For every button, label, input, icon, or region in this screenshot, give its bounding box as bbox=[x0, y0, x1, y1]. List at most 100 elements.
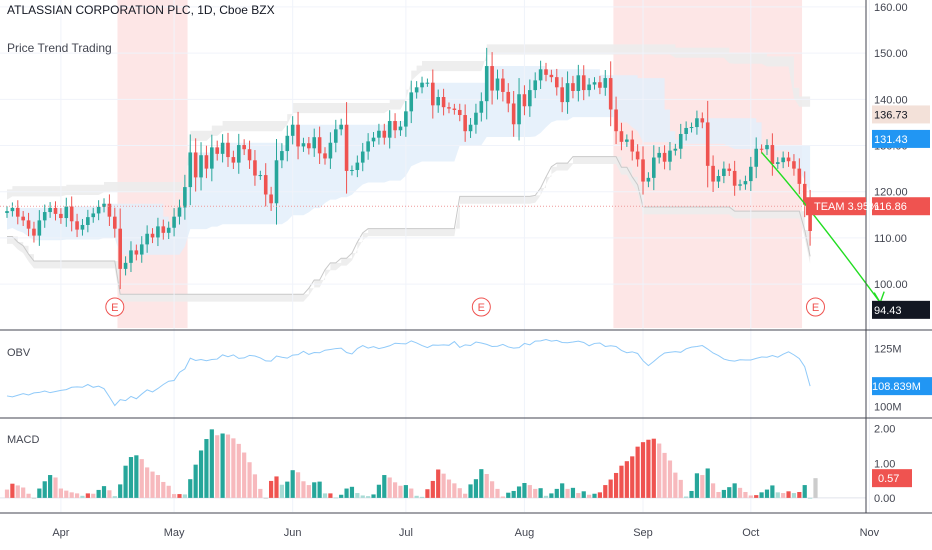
candle[interactable] bbox=[86, 209, 90, 233]
candle[interactable] bbox=[59, 208, 63, 224]
candle[interactable] bbox=[274, 138, 279, 225]
macd-bar[interactable] bbox=[339, 494, 344, 498]
candle[interactable] bbox=[414, 81, 419, 99]
macd-bar[interactable] bbox=[392, 482, 398, 498]
macd-bar[interactable] bbox=[263, 497, 268, 499]
macd-bar[interactable] bbox=[220, 433, 225, 498]
macd-bar[interactable] bbox=[37, 488, 42, 498]
macd-bar[interactable] bbox=[775, 492, 780, 498]
macd-bar[interactable] bbox=[31, 497, 37, 499]
candle[interactable] bbox=[344, 102, 349, 194]
macd-bar[interactable] bbox=[441, 473, 446, 498]
macd-bar[interactable] bbox=[42, 481, 47, 498]
candle[interactable] bbox=[474, 103, 478, 134]
candle[interactable] bbox=[231, 150, 236, 169]
macd-bar[interactable] bbox=[48, 475, 53, 498]
candle[interactable] bbox=[328, 132, 333, 169]
macd-bar[interactable] bbox=[689, 490, 694, 498]
macd-bar[interactable] bbox=[247, 462, 252, 498]
macd-bar[interactable] bbox=[764, 489, 770, 498]
candle[interactable] bbox=[425, 78, 430, 87]
candle[interactable] bbox=[37, 210, 42, 246]
candle[interactable] bbox=[770, 133, 775, 176]
candle[interactable] bbox=[150, 228, 155, 244]
macd-bar[interactable] bbox=[188, 479, 193, 498]
candle[interactable] bbox=[204, 145, 209, 179]
candle[interactable] bbox=[587, 78, 591, 97]
macd-bar[interactable] bbox=[387, 477, 392, 498]
macd-bar[interactable] bbox=[107, 490, 112, 498]
macd-bar[interactable] bbox=[58, 488, 63, 498]
candle[interactable] bbox=[102, 198, 106, 213]
candle[interactable] bbox=[91, 207, 96, 223]
macd-bar[interactable] bbox=[236, 443, 241, 498]
candle[interactable] bbox=[42, 204, 47, 228]
candle[interactable] bbox=[560, 77, 564, 113]
candle[interactable] bbox=[635, 144, 640, 167]
macd-bar[interactable] bbox=[565, 488, 570, 498]
macd-bar[interactable] bbox=[770, 485, 775, 498]
macd-bar[interactable] bbox=[312, 482, 317, 498]
macd-bar[interactable] bbox=[371, 494, 376, 498]
macd-bar[interactable] bbox=[646, 439, 651, 498]
macd-bar[interactable] bbox=[328, 493, 333, 498]
candle[interactable] bbox=[700, 112, 705, 129]
macd-bar[interactable] bbox=[15, 485, 20, 498]
candle[interactable] bbox=[96, 200, 101, 221]
macd-bar[interactable] bbox=[511, 490, 516, 498]
candle[interactable] bbox=[533, 72, 538, 99]
candle[interactable] bbox=[145, 225, 149, 253]
macd-bar[interactable] bbox=[516, 486, 522, 498]
macd-bar[interactable] bbox=[269, 480, 274, 498]
macd-bar[interactable] bbox=[624, 461, 629, 498]
candle[interactable] bbox=[749, 156, 753, 191]
candle[interactable] bbox=[501, 69, 505, 102]
candle[interactable] bbox=[571, 75, 575, 99]
macd-bar[interactable] bbox=[743, 492, 748, 498]
macd-bar[interactable] bbox=[436, 469, 441, 498]
candle[interactable] bbox=[177, 199, 182, 225]
candle[interactable] bbox=[662, 145, 667, 170]
macd-bar[interactable] bbox=[53, 477, 58, 498]
macd-bar[interactable] bbox=[198, 450, 204, 498]
candle[interactable] bbox=[431, 69, 435, 119]
candle[interactable] bbox=[64, 197, 69, 227]
macd-bar[interactable] bbox=[581, 491, 586, 498]
candle[interactable] bbox=[80, 218, 85, 236]
macd-bar[interactable] bbox=[543, 495, 549, 498]
candle[interactable] bbox=[625, 134, 629, 147]
macd-bar[interactable] bbox=[85, 493, 90, 498]
macd-bar[interactable] bbox=[306, 485, 311, 498]
macd-bar[interactable] bbox=[322, 493, 328, 498]
macd-bar[interactable] bbox=[285, 481, 290, 498]
macd-bar[interactable] bbox=[597, 492, 602, 498]
candle[interactable] bbox=[134, 244, 139, 261]
macd-bar[interactable] bbox=[134, 455, 139, 498]
macd-bar[interactable] bbox=[344, 488, 349, 498]
macd-bar[interactable] bbox=[500, 496, 505, 498]
candle[interactable] bbox=[452, 103, 457, 115]
macd-bar[interactable] bbox=[430, 480, 435, 498]
macd-bar[interactable] bbox=[463, 493, 468, 498]
candle[interactable] bbox=[441, 88, 446, 116]
macd-bar[interactable] bbox=[781, 493, 786, 498]
macd-bar[interactable] bbox=[91, 493, 96, 498]
candle[interactable] bbox=[457, 103, 462, 122]
candle[interactable] bbox=[333, 119, 338, 153]
macd-bar[interactable] bbox=[635, 446, 640, 498]
candle[interactable] bbox=[236, 133, 241, 174]
candle[interactable] bbox=[603, 70, 608, 96]
candle[interactable] bbox=[69, 196, 74, 232]
macd-bar[interactable] bbox=[716, 492, 721, 498]
macd-bar[interactable] bbox=[484, 474, 489, 498]
candle[interactable] bbox=[797, 158, 802, 195]
candle[interactable] bbox=[48, 202, 52, 218]
candle[interactable] bbox=[166, 221, 171, 240]
candle[interactable] bbox=[26, 212, 31, 237]
macd-bar[interactable] bbox=[538, 488, 543, 498]
candle[interactable] bbox=[339, 118, 343, 136]
macd-bar[interactable] bbox=[398, 485, 403, 498]
macd-pane[interactable] bbox=[0, 429, 866, 499]
macd-bar[interactable] bbox=[69, 492, 74, 498]
candle[interactable] bbox=[786, 151, 791, 167]
